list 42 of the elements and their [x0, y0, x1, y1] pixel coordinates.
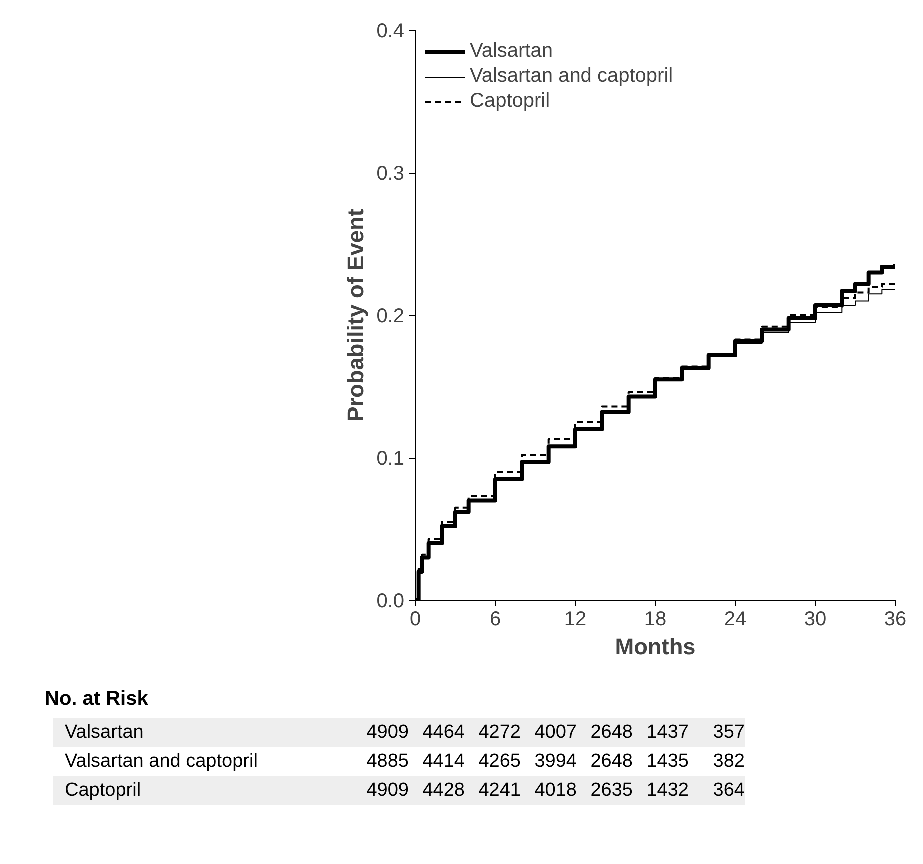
text: 357 — [712, 720, 745, 745]
text: 3994 — [534, 750, 577, 774]
x-tick-label: 24 — [724, 608, 747, 630]
text: 364 — [712, 778, 745, 803]
text: 2648 — [590, 720, 633, 745]
x-tick-label: 30 — [804, 608, 827, 630]
text: 4428 — [422, 778, 465, 803]
text: 1437 — [646, 720, 689, 745]
text: Valsartan — [64, 720, 145, 745]
text: 2648 — [590, 750, 633, 774]
legend-label: Valsartan and captopril — [470, 65, 674, 88]
legend-label: Captopril — [470, 90, 550, 113]
text: 4265 — [478, 750, 521, 774]
y-tick-label: 0.0 — [376, 590, 405, 612]
text: 4464 — [422, 720, 465, 745]
text: 4241 — [478, 778, 521, 803]
legend-label: Valsartan — [470, 40, 554, 63]
x-tick-label: 36 — [884, 608, 907, 630]
text: 4909 — [366, 720, 409, 745]
text: 4018 — [534, 778, 577, 803]
x-tick-label: 18 — [644, 608, 667, 630]
text: Valsartan and captopril — [64, 750, 259, 774]
x-tick-label: 6 — [490, 608, 502, 630]
text: 4909 — [366, 778, 409, 803]
y-tick-label: 0.4 — [376, 20, 405, 42]
text: 4414 — [422, 750, 465, 774]
text: 4885 — [366, 750, 409, 774]
text: 1435 — [646, 750, 689, 774]
x-axis-title: Months — [615, 634, 696, 660]
y-tick-label: 0.3 — [376, 163, 405, 185]
text: 1432 — [646, 778, 689, 803]
text: 4272 — [478, 720, 521, 745]
x-tick-label: 12 — [564, 608, 587, 630]
text: Captopril — [64, 778, 142, 803]
x-tick-label: 0 — [410, 608, 422, 630]
y-tick-label: 0.1 — [376, 448, 405, 470]
y-tick-label: 0.2 — [376, 306, 405, 328]
y-axis-title: Probability of Event — [342, 208, 369, 422]
text: 4007 — [534, 720, 577, 745]
text: No. at Risk — [45, 687, 150, 712]
text: 2635 — [590, 778, 633, 803]
text: 382 — [712, 750, 745, 774]
